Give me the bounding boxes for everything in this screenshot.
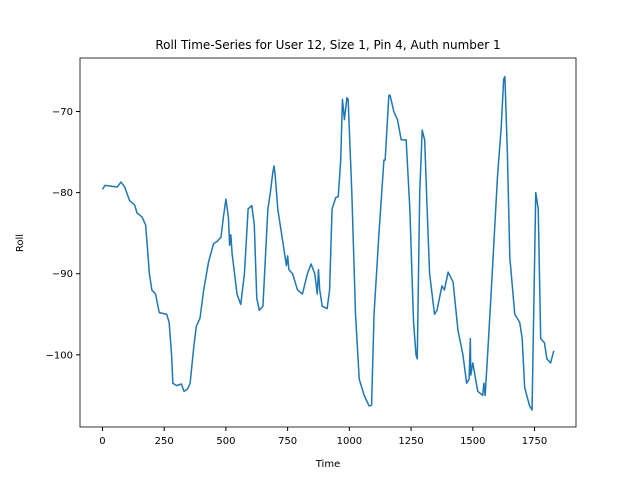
y-tick-label: −90: [52, 269, 73, 280]
x-axis-label: Time: [315, 459, 340, 470]
y-tick-label: −80: [52, 188, 73, 199]
x-tick-label: 250: [155, 436, 174, 447]
y-tick-label: −100: [46, 350, 73, 361]
y-axis-label: Roll: [15, 234, 26, 252]
chart-title: Roll Time-Series for User 12, Size 1, Pi…: [155, 38, 500, 52]
x-tick-label: 500: [216, 436, 235, 447]
x-tick-label: 750: [278, 436, 297, 447]
x-tick-label: 1000: [337, 436, 362, 447]
x-tick-label: 0: [99, 436, 105, 447]
x-tick-label: 1500: [460, 436, 485, 447]
data-line: [101, 75, 555, 411]
x-tick-label: 1250: [398, 436, 423, 447]
y-tick-label: −70: [52, 107, 73, 118]
plot-frame: [79, 57, 577, 428]
x-tick-label: 1750: [522, 436, 547, 447]
